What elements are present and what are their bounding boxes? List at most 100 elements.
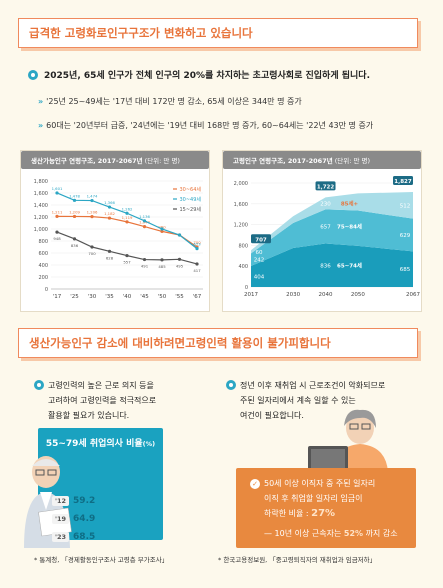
text-line: 고려하여 고령인력을 적극적으로 — [48, 396, 157, 405]
double-chevron-icon: » — [38, 97, 44, 106]
data-point — [125, 220, 129, 224]
data-label: 1,119 — [122, 215, 133, 220]
bullet-dot-icon — [28, 69, 38, 80]
data-point — [90, 245, 94, 249]
section2-heading: 생산가능인구 감소에 대비하려면 고령인력 활용이 불가피 합니다 — [18, 328, 418, 358]
x-tick-label: '17 — [53, 294, 62, 300]
section1-heading: 급격한 고령화로 인구구조가 변화 하고 있습니다 — [18, 18, 418, 48]
x-tick-label: 2017 — [244, 292, 258, 298]
card-text: 50세 이상 이직자 중 주된 일자리 — [264, 479, 376, 488]
data-label: 948 — [53, 236, 61, 241]
chart-title-text: 생산가능인구 연령구조, 2017-2067년 — [31, 157, 143, 165]
section1-title-pre: 급격한 고령화로 — [29, 26, 108, 40]
text-line: 정년 이후 재취업 시 근로조건이 악화되므로 — [240, 381, 386, 390]
segment-label: 836 — [320, 263, 331, 269]
data-point — [72, 214, 77, 219]
chart-title: 생산가능인구 연령구조, 2017-2067년 (단위: 만 명) — [21, 151, 209, 169]
segment-label: 230 — [320, 201, 331, 207]
data-point — [177, 233, 182, 237]
data-point — [160, 227, 164, 231]
y-tick-label: 1,400 — [34, 203, 48, 209]
y-tick-label: 400 — [38, 263, 48, 269]
left-column-text: 고령인력의 높은 근로 의지 등을 고려하여 고령인력을 적극적으로 활용할 필… — [34, 378, 208, 423]
data-point — [72, 237, 77, 241]
data-label: 1,211 — [52, 209, 63, 214]
y-tick-label: 800 — [38, 239, 48, 245]
data-label: 485 — [158, 264, 166, 269]
chart-unit: (단위: 만 명) — [334, 157, 371, 165]
working-age-chart-card: 생산가능인구 연령구조, 2017-2067년 (단위: 만 명) 0 200 40… — [20, 150, 210, 312]
willingness-row: '23 68.5 — [52, 532, 95, 542]
data-label: 491 — [141, 264, 149, 269]
bullet-dot-icon — [226, 380, 236, 390]
willingness-row: '19 64.9 — [52, 514, 95, 524]
data-label: 557 — [123, 260, 131, 265]
data-label: 960 — [158, 224, 166, 229]
working-age-line-chart: 0 200 400 600 800 1,000 1,200 1,400 1,600 1,800 '1… — [34, 179, 203, 300]
data-point — [125, 211, 129, 215]
x-tick-label: '67 — [193, 294, 202, 300]
x-tick-label: 2067 — [406, 292, 420, 298]
data-point — [142, 219, 147, 223]
area-series — [251, 209, 413, 266]
y-tick-label: 1,800 — [34, 179, 48, 185]
willingness-value: 68.5 — [73, 532, 96, 542]
x-tick-label: 2040 — [319, 292, 333, 298]
x-tick-label: '35 — [105, 294, 114, 300]
data-label: 1,262 — [122, 206, 133, 211]
y-tick-label: 1,000 — [34, 227, 48, 233]
wage-decline-card: ✓ 50세 이상 이직자 중 주된 일자리 이직 후 취업할 일자리 임금이 하락… — [236, 468, 416, 548]
data-label: 1,366 — [104, 200, 115, 205]
text-line: 여건이 필요합니다. — [240, 411, 304, 420]
willingness-row: '12 59.2 — [52, 496, 95, 506]
data-point — [142, 225, 147, 229]
text-line: 주된 일자리에서 계속 일할 수 있는 — [240, 396, 356, 405]
willingness-year: '23 — [52, 532, 70, 542]
segment-label: 657 — [320, 224, 331, 230]
total-label: 1,722 — [317, 184, 335, 190]
legend-entry: 15~29세 — [179, 206, 201, 213]
y-tick-label: 0 — [45, 287, 48, 293]
y-tick-label: 200 — [38, 275, 48, 281]
source-right: * 한국고용정보원, 「중고령퇴직자의 재취업과 임금저하」 — [218, 556, 377, 564]
data-point — [160, 229, 164, 233]
willingness-title-text: 55~79세 취업의사 비율 — [45, 439, 143, 449]
chart-title: 고령인구 연령구조, 2017-2067년 (단위: 만 명) — [223, 151, 421, 169]
series-name-label: 65~74세 — [337, 261, 362, 269]
area-series — [251, 192, 413, 254]
section2-title-post: 합니다 — [298, 336, 331, 350]
x-tick-label: '50 — [158, 294, 167, 300]
data-label: 1,478 — [69, 193, 80, 198]
willingness-year: '19 — [52, 514, 70, 524]
segment-label: 512 — [400, 203, 411, 209]
x-tick-label: '55 — [175, 294, 184, 300]
data-point — [107, 216, 112, 220]
total-badge — [315, 181, 336, 191]
y-tick-label: 600 — [38, 251, 48, 257]
card-line-3: 하락한 비율 : 27% — [264, 508, 335, 519]
y-tick-label: 1,600 — [234, 202, 248, 208]
data-point — [90, 198, 94, 203]
data-point — [195, 262, 199, 266]
data-label: 628 — [106, 255, 114, 260]
chart-unit: (단위: 만 명) — [144, 157, 180, 165]
data-point — [90, 215, 94, 219]
section2-title-highlight: 고령인력 활용이 불가피 — [185, 336, 299, 350]
data-label: 1,182 — [104, 211, 115, 216]
card-line-4: — 10년 이상 근속자는 52% 까지 감소 — [264, 528, 398, 539]
total-label: 707 — [255, 237, 267, 243]
data-point — [107, 249, 112, 253]
card-percent: 27% — [311, 508, 336, 519]
data-point — [107, 205, 112, 209]
data-label: 417 — [193, 268, 201, 273]
segment-label: 404 — [254, 274, 265, 280]
data-label: 700 — [193, 240, 201, 245]
x-tick-label: '30 — [88, 294, 97, 300]
section2-title-pre: 생산가능인구 감소에 대비하려면 — [29, 336, 186, 350]
data-point — [72, 198, 77, 202]
data-label: 1,474 — [87, 194, 98, 199]
willingness-year: '12 — [52, 496, 70, 506]
y-tick-label: 1,600 — [34, 191, 48, 197]
source-left: * 통계청, 「경제활동인구조사 고령층 부가조사」 — [34, 556, 169, 564]
data-label: 1,206 — [87, 210, 98, 215]
